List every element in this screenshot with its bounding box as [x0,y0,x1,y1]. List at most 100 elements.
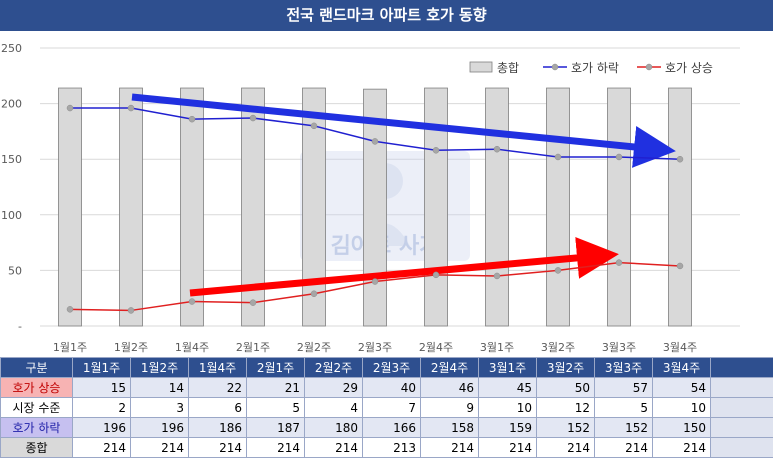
series-point [371,138,379,145]
x-tick-label: 2월4주 [419,341,453,354]
data-table: 구분 1월1주 1월2주 1월4주 2월1주 2월2주 2월3주 2월4주 3월… [0,357,773,458]
x-tick-label: 3월2주 [541,341,575,354]
table-cell: 45 [478,377,537,398]
bar-total [241,87,265,327]
legend-marker [551,63,559,71]
series-point [249,114,257,122]
series-point [615,153,623,161]
up-trend-arrow [189,236,619,297]
table-cell: 196 [72,417,131,438]
table-cell: 46 [420,377,479,398]
table-cell: 15 [72,377,131,398]
table-tail-cell [710,417,773,438]
x-tick-label: 3월3주 [602,341,636,354]
series-point [127,104,135,112]
bar-total [302,87,326,327]
bar-series-total [58,87,692,327]
table-cell: 6 [188,397,247,418]
series-point [188,115,196,123]
bar-total [485,87,509,327]
x-tick-label: 2월3주 [358,341,392,354]
table-cell: 7 [362,397,421,418]
table-cell: 5 [246,397,305,418]
x-tick-label: 2월1주 [236,341,270,354]
bar-total [180,87,204,327]
x-tick-label: 3월1주 [480,341,514,354]
table-cell: 196 [130,417,189,438]
series-point [432,271,440,279]
bar-total [668,87,692,327]
table-cell: 186 [188,417,247,438]
table-cell: 10 [478,397,537,418]
table-cell: 12 [536,397,595,418]
table-cell: 214 [304,437,363,458]
table-cell: 9 [420,397,479,418]
table-cell: 22 [188,377,247,398]
bar-total [607,87,631,327]
table-row: 호가 상승 15 14 22 21 29 40 46 45 50 57 54 [0,377,773,398]
trend-arrows [131,93,676,297]
table-cell: 10 [652,397,711,418]
table-cell: 214 [536,437,595,458]
table-row-label: 종합 [0,437,73,458]
table-header-col: 1월1주 [72,357,131,378]
chart-title: 전국 랜드마크 아파트 호가 동향 [0,0,773,31]
table-row: 호가 하락 196 196 186 187 180 166 158 159 152 152 150 [0,417,773,438]
legend-label: 호가 상승 [665,61,713,75]
table-cell: 166 [362,417,421,438]
table-header-col: 3월2주 [536,357,595,378]
y-tick-label: 50 [8,264,22,277]
table-tail-cell [710,377,773,398]
series-point [249,299,257,306]
table-cell: 4 [304,397,363,418]
table-cell: 214 [246,437,305,458]
y-tick-label: 100 [1,209,22,222]
table-header-col: 1월4주 [188,357,247,378]
bar-total [424,87,448,327]
table-tail-cell [710,437,773,458]
y-tick-label: 250 [1,42,22,55]
table-cell: 213 [362,437,421,458]
y-axis: - 50 100 150 200 250 [1,42,22,333]
table-cell: 14 [130,377,189,398]
series-point [554,153,562,161]
series-point [615,259,623,266]
table-tail-cell [710,397,773,418]
table-cell: 214 [72,437,131,458]
legend-label: 호가 하락 [571,61,619,75]
series-point [676,155,684,163]
x-tick-label: 1월2주 [114,341,148,354]
x-tick-label: 1월1주 [53,341,87,354]
table-cell: 21 [246,377,305,398]
bar-total [363,88,387,327]
table-cell: 159 [478,417,537,438]
table-cell: 29 [304,377,363,398]
table-cell: 180 [304,417,363,438]
y-tick-label: 200 [1,98,22,111]
table-cell: 2 [72,397,131,418]
table-cell: 3 [130,397,189,418]
table-cell: 214 [478,437,537,458]
series-point [127,307,135,314]
table-row-label: 호가 상승 [0,377,73,398]
series-point [432,147,440,154]
table-header-col: 2월3주 [362,357,421,378]
table-cell: 5 [594,397,653,418]
x-tick-label: 1월4주 [175,341,209,354]
table-cell: 152 [594,417,653,438]
bar-total [119,87,143,327]
legend-marker [645,63,653,71]
table-cell: 214 [420,437,479,458]
table-cell: 150 [652,417,711,438]
series-point [66,306,74,313]
table-header-col: 3월3주 [594,357,653,378]
table-cell: 214 [130,437,189,458]
table-cell: 214 [188,437,247,458]
series-point [493,272,501,280]
line-series [66,104,684,314]
series-point [554,267,562,274]
table-header-label: 구분 [0,357,73,378]
legend-swatch [469,61,493,73]
x-axis-labels: 1월1주 1월2주 1월4주 2월1주 2월2주 2월3주 2월4주 3월1주 3월2주 3월3주… [53,341,697,354]
